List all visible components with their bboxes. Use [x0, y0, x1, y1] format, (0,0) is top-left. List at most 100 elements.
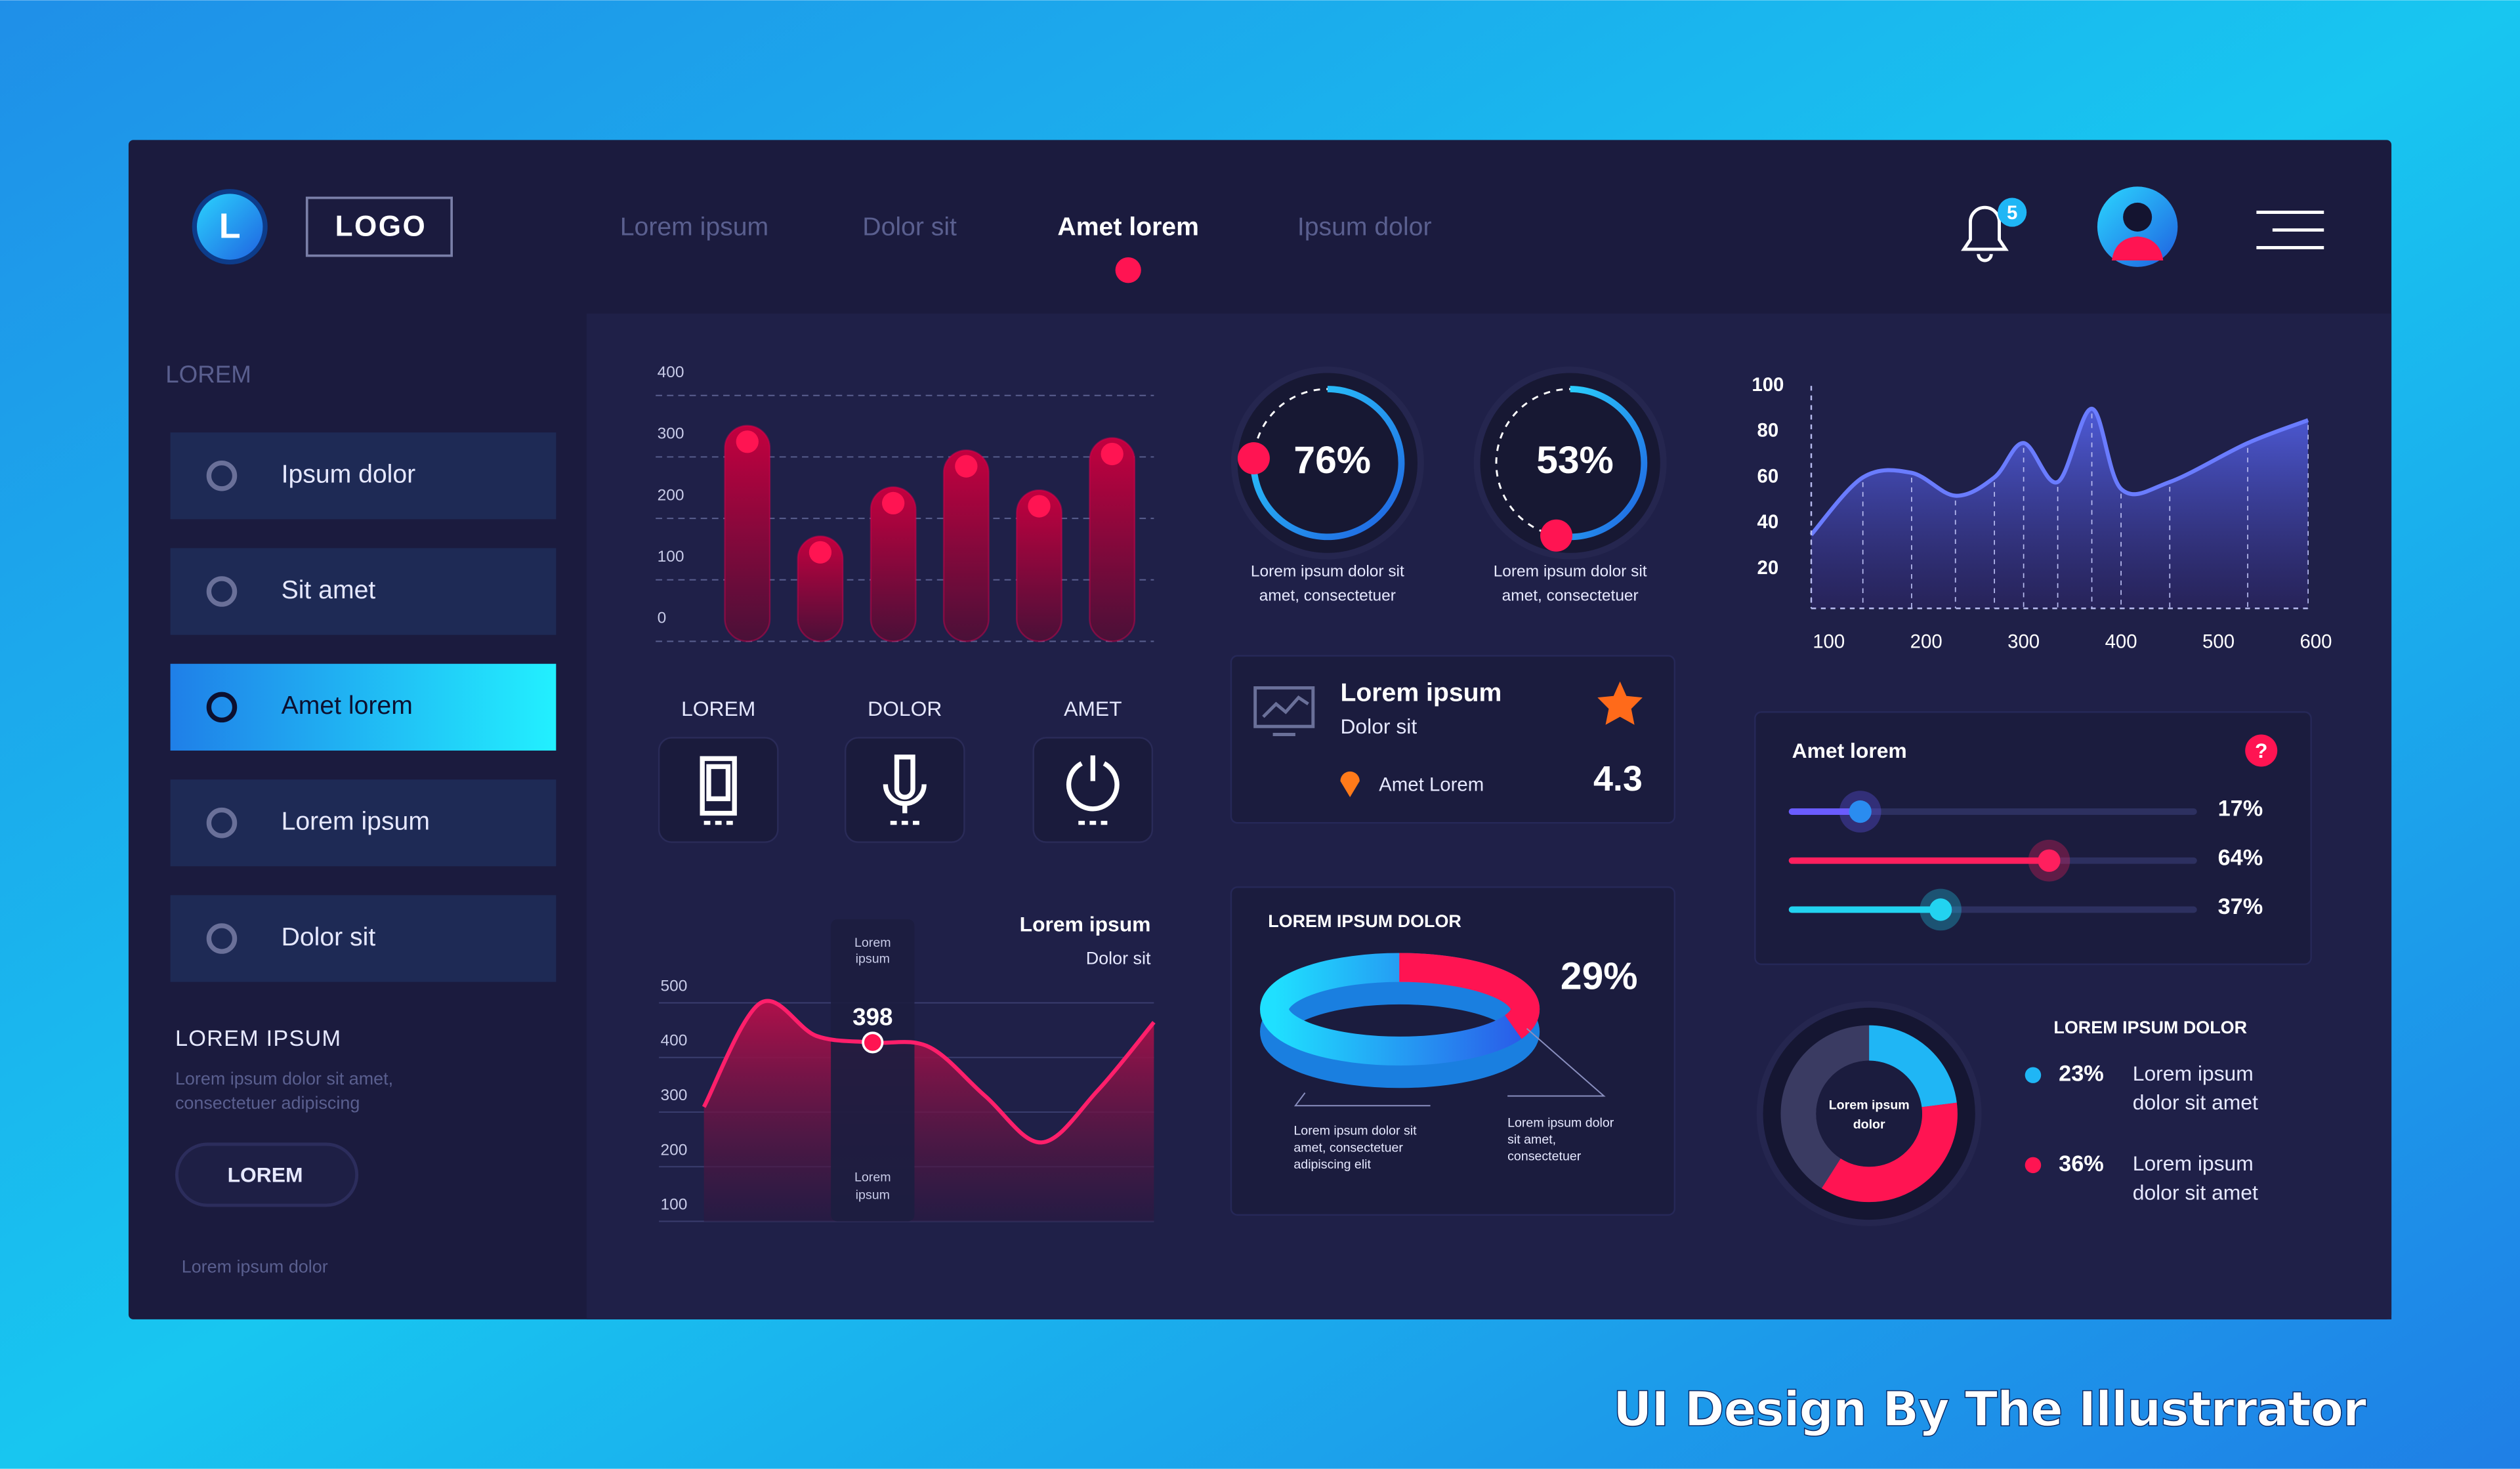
menu-icon	[206, 807, 238, 838]
bar	[1015, 489, 1063, 642]
menu-icon	[206, 923, 238, 954]
watermark: UI Design By The Illustrrator	[1613, 1382, 2367, 1438]
ring-note: sit amet,	[1507, 1132, 1556, 1147]
slider-value: 37%	[2218, 894, 2263, 919]
logo-letter: L	[219, 206, 241, 245]
bar	[797, 535, 844, 642]
highlight-caption: Lorem	[854, 936, 891, 950]
section-text: consectetuer adipiscing	[175, 1093, 360, 1113]
y-tick-label: 300	[658, 425, 684, 443]
gauge-bg	[1230, 366, 1424, 560]
area-line	[1809, 406, 2309, 536]
ring-note: amet, consectetuer	[1293, 1140, 1403, 1155]
gauge-bg	[1473, 366, 1667, 560]
rating-title: Lorem ipsum	[1340, 679, 1502, 707]
help-icon[interactable]	[2245, 734, 2278, 767]
ring-value: 29%	[1561, 955, 1638, 997]
gauge-arc	[1555, 386, 1648, 541]
icon-button[interactable]	[844, 737, 965, 843]
highlight-caption: Lorem	[854, 1170, 891, 1185]
logo-box	[305, 196, 453, 257]
y-tick-label: 100	[658, 548, 684, 566]
lorem-button[interactable]	[175, 1142, 359, 1207]
avatar-head	[2123, 202, 2152, 232]
wave-title: Lorem ipsum	[1020, 912, 1151, 936]
legend-value: 23%	[2059, 1062, 2104, 1086]
button-label[interactable]: AMET	[1064, 697, 1122, 720]
nav-item[interactable]: Lorem ipsum	[620, 213, 768, 241]
bar-dot	[1028, 495, 1051, 518]
menu-label[interactable]: Ipsum dolor	[282, 461, 416, 489]
help-mark: ?	[2255, 739, 2267, 762]
icon-button[interactable]	[658, 737, 779, 843]
lorem-button-label[interactable]: LOREM	[228, 1163, 303, 1186]
menu-label[interactable]: Amet lorem	[282, 692, 413, 720]
y-tick-label: 60	[1757, 465, 1779, 487]
ring-note: adipiscing elit	[1293, 1157, 1371, 1172]
highlight-column	[831, 919, 915, 1222]
notification-count: 5	[2007, 202, 2017, 224]
ring-note: Lorem ipsum dolor sit	[1293, 1124, 1417, 1138]
leader-lines	[1293, 1027, 1606, 1107]
legend-text: Lorem ipsum	[2133, 1062, 2254, 1085]
x-tick-label: 600	[2300, 631, 2332, 653]
slider-title: Amet lorem	[1792, 739, 1907, 762]
donut-center	[1816, 1060, 1922, 1167]
star-icon	[1597, 681, 1643, 725]
menu-icon	[206, 692, 238, 723]
avatar-body	[2111, 236, 2164, 261]
legend-dot	[2025, 1067, 2042, 1083]
rating-subtitle: Dolor sit	[1340, 714, 1417, 738]
section-text: Lorem ipsum dolor sit amet,	[175, 1069, 393, 1088]
button-label[interactable]: LOREM	[681, 697, 755, 720]
slider-knob[interactable]	[1929, 898, 1952, 921]
legend-text: Lorem ipsum	[2133, 1151, 2254, 1175]
menu-label[interactable]: Sit amet	[282, 576, 376, 604]
slider-value: 17%	[2218, 797, 2263, 821]
monitor-icon	[1253, 686, 1315, 736]
donut-title: LOREM IPSUM DOLOR	[2053, 1018, 2247, 1037]
highlight-value: 398	[852, 1004, 892, 1031]
sidebar-heading: LOREM	[165, 361, 251, 388]
highlight-caption: ipsum	[856, 952, 890, 966]
gauge-value: 53%	[1536, 439, 1614, 482]
gauge-knob	[1237, 442, 1270, 475]
button-icon	[1066, 755, 1120, 812]
y-tick-label: 400	[661, 1032, 688, 1050]
legend-value: 36%	[2059, 1151, 2104, 1176]
ring-note: consectetuer	[1507, 1149, 1582, 1164]
slider-knob[interactable]	[2038, 849, 2061, 872]
logo-text: LOGO	[335, 211, 427, 243]
y-tick-label: 200	[658, 486, 684, 504]
nav-item[interactable]: Dolor sit	[862, 213, 957, 241]
menu-label[interactable]: Dolor sit	[282, 923, 376, 951]
bar	[942, 449, 990, 642]
menu-label[interactable]: Lorem ipsum	[282, 808, 430, 836]
gauge-caption: amet, consectetuer	[1502, 587, 1639, 604]
button-icon	[700, 756, 737, 816]
donut-center-text: Lorem ipsum	[1829, 1098, 1910, 1112]
pin-icon	[1340, 771, 1360, 798]
bell-icon[interactable]	[1961, 205, 2009, 262]
menu-icon	[206, 460, 238, 491]
bar-dot	[736, 430, 759, 453]
y-tick-label: 500	[661, 977, 688, 995]
y-tick-label: 200	[661, 1141, 688, 1159]
bar	[870, 486, 917, 642]
gauge-value: 76%	[1293, 439, 1371, 482]
donut-segment	[1822, 1102, 1958, 1203]
y-tick-label: 300	[661, 1086, 688, 1104]
x-tick-label: 300	[2007, 631, 2040, 653]
icon-button[interactable]	[1032, 737, 1154, 843]
donut-segment	[1868, 1025, 1957, 1108]
nav-item[interactable]: Amet lorem	[1057, 213, 1199, 241]
slider-knob[interactable]	[1849, 800, 1872, 823]
nav-item[interactable]: Ipsum dolor	[1297, 213, 1432, 241]
legend-text: dolor sit amet	[2133, 1090, 2258, 1114]
button-label[interactable]: DOLOR	[868, 697, 942, 720]
nav-active-dot	[1115, 257, 1141, 283]
gauge-arc	[1250, 386, 1405, 541]
y-tick-label: 40	[1757, 511, 1779, 533]
slider-value: 64%	[2218, 845, 2263, 870]
